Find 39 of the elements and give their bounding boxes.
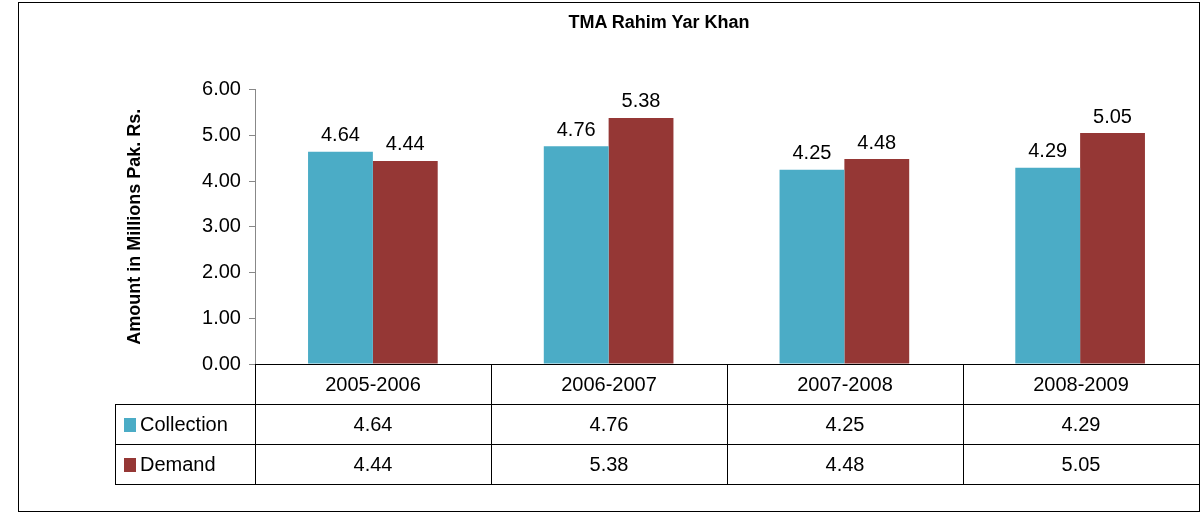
data-label: 4.25 <box>727 404 963 445</box>
data-label: 4.48 <box>727 444 963 485</box>
data-label: 4.29 <box>963 404 1199 445</box>
y-tick-label: 6.00 <box>202 77 241 100</box>
legend-label: Collection <box>115 404 255 445</box>
bar <box>844 159 910 364</box>
annotation: 5.38 <box>621 89 661 112</box>
bar <box>779 169 845 364</box>
y-tick-label: 5.00 <box>202 122 241 145</box>
y-tick-label: 2.00 <box>202 260 241 283</box>
bar <box>308 151 373 364</box>
y-tick-label: 3.00 <box>202 214 241 237</box>
y-tick-label: 1.00 <box>202 305 241 328</box>
legend-label: Demand <box>115 444 255 485</box>
y-tick-label: 0.00 <box>202 351 241 374</box>
x-tick-label: 2008-2009 <box>963 364 1199 405</box>
annotation: 4.76 <box>556 117 596 140</box>
annotation: 4.29 <box>1028 139 1068 162</box>
y-axis-title: Amount in Millions Pak. Rs. <box>123 108 144 345</box>
bar <box>1015 167 1081 364</box>
bar <box>372 160 438 364</box>
chart-title: TMA Rahim Yar Khan <box>568 11 750 32</box>
data-label: 4.44 <box>255 444 491 485</box>
annotation: 4.25 <box>792 141 832 164</box>
data-label: 4.64 <box>255 404 491 445</box>
annotation: 4.44 <box>385 132 425 155</box>
data-label: 5.38 <box>491 444 727 485</box>
data-label: 4.76 <box>491 404 727 445</box>
y-tick-label: 4.00 <box>202 168 241 191</box>
annotation: 4.64 <box>320 123 360 146</box>
annotation: 5.05 <box>1093 104 1133 127</box>
annotation: 4.48 <box>857 130 897 153</box>
bar <box>543 146 609 364</box>
bar <box>608 117 674 364</box>
x-tick-label: 2005-2006 <box>255 364 491 405</box>
x-tick-label: 2006-2007 <box>491 364 727 405</box>
data-label: 5.05 <box>963 444 1199 485</box>
x-tick-label: 2007-2008 <box>727 364 963 405</box>
bar <box>1080 133 1145 364</box>
